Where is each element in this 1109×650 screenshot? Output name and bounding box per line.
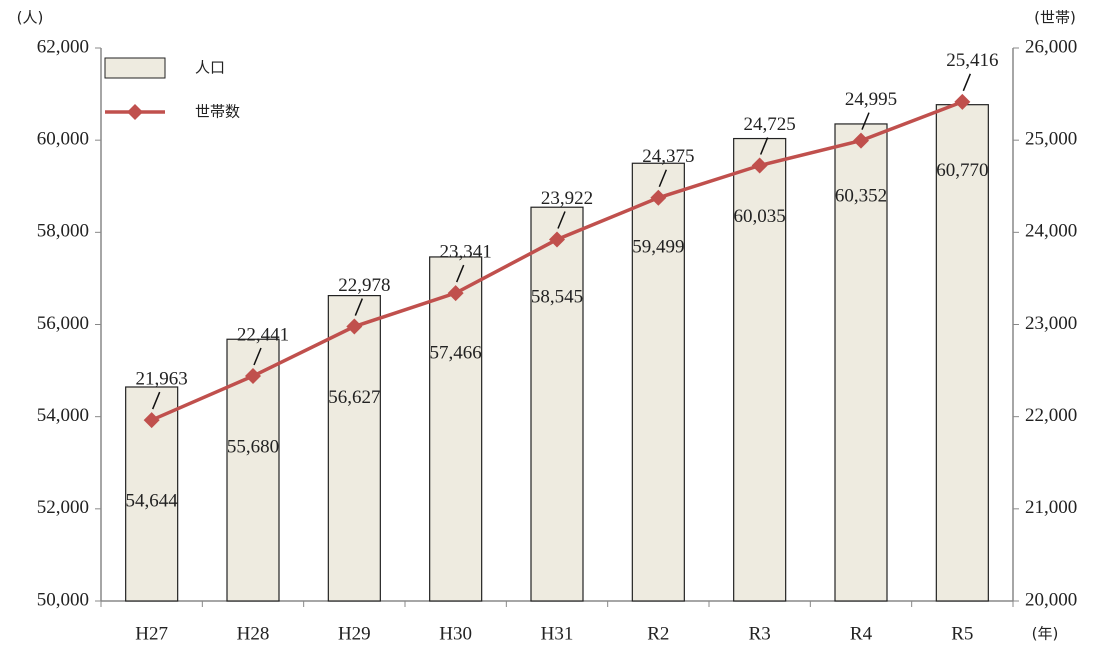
leader-line — [962, 73, 972, 92]
bar-value-label: 60,770 — [936, 160, 988, 181]
leader-line — [861, 112, 870, 130]
x-tick-label: H30 — [439, 623, 472, 644]
leader-line — [658, 169, 668, 188]
bar-value-label: 55,680 — [227, 437, 279, 458]
y-tick-label: 56,000 — [37, 313, 89, 334]
line-marker — [549, 231, 565, 248]
leader-line — [759, 137, 769, 155]
x-tick-label: R2 — [647, 623, 669, 644]
leader-line — [253, 347, 262, 366]
legend-swatch — [104, 57, 166, 79]
x-tick-label: H28 — [237, 623, 270, 644]
line-marker — [447, 285, 464, 302]
y2-tick-label: 23,000 — [1025, 313, 1077, 334]
line-marker — [143, 412, 160, 429]
y2-axis-unit: (世帯) — [1034, 9, 1076, 27]
line-marker — [853, 132, 869, 149]
line-value-label: 21,963 — [136, 368, 188, 389]
y-tick-label: 62,000 — [37, 36, 89, 57]
y2-tick-label: 22,000 — [1025, 405, 1077, 426]
x-tick-label: H31 — [541, 623, 574, 644]
y2-tick-label: 24,000 — [1025, 221, 1077, 242]
y-tick-label: 58,000 — [37, 221, 89, 242]
bar-value-label: 60,352 — [835, 185, 887, 206]
legend-label: 人口 — [195, 59, 225, 77]
x-tick-label: H29 — [338, 623, 371, 644]
line-value-label: 24,995 — [845, 89, 897, 110]
bar — [631, 162, 685, 602]
line-marker — [346, 318, 363, 335]
y-tick-label: 52,000 — [37, 497, 89, 518]
bar-value-label: 60,035 — [734, 206, 786, 227]
leader-line — [354, 298, 364, 316]
bar-value-label: 58,545 — [531, 287, 583, 308]
line-value-label: 22,441 — [237, 324, 289, 345]
leader-line — [151, 391, 161, 410]
bar-value-label: 59,499 — [632, 237, 684, 258]
legend-label: 世帯数 — [195, 103, 240, 121]
x-tick-label: R4 — [850, 623, 873, 644]
line-value-label: 24,725 — [744, 114, 796, 135]
bar — [530, 206, 584, 602]
line-marker — [751, 157, 768, 174]
y-tick-label: 50,000 — [37, 589, 89, 610]
leader-line — [557, 211, 566, 229]
bar-value-label: 54,644 — [126, 490, 179, 511]
bar-value-label: 57,466 — [430, 342, 482, 363]
bar — [834, 123, 888, 602]
bar — [429, 256, 483, 602]
y2-tick-label: 25,000 — [1025, 129, 1077, 150]
line-value-label: 23,341 — [440, 241, 492, 262]
bar — [733, 137, 787, 602]
y-tick-label: 60,000 — [37, 129, 89, 150]
line-value-label: 24,375 — [642, 146, 694, 167]
x-axis-unit: (年) — [1032, 625, 1059, 643]
legend-marker — [127, 104, 143, 120]
bar — [327, 295, 381, 602]
line-marker — [650, 189, 667, 206]
leader-line — [455, 264, 465, 283]
y-tick-label: 54,000 — [37, 405, 89, 426]
y2-tick-label: 26,000 — [1025, 36, 1077, 57]
bar — [935, 104, 989, 602]
y2-tick-label: 20,000 — [1025, 589, 1077, 610]
line-marker — [954, 93, 971, 110]
line-value-label: 22,978 — [338, 275, 390, 296]
line-marker — [245, 368, 261, 385]
line-value-label: 23,922 — [541, 188, 593, 209]
y2-tick-label: 21,000 — [1025, 497, 1077, 518]
x-tick-label: R5 — [951, 623, 973, 644]
y-axis-unit: (人) — [17, 9, 44, 27]
bar-value-label: 56,627 — [328, 387, 380, 408]
x-tick-label: R3 — [749, 623, 771, 644]
line-value-label: 25,416 — [946, 50, 998, 71]
x-tick-label: H27 — [135, 623, 168, 644]
